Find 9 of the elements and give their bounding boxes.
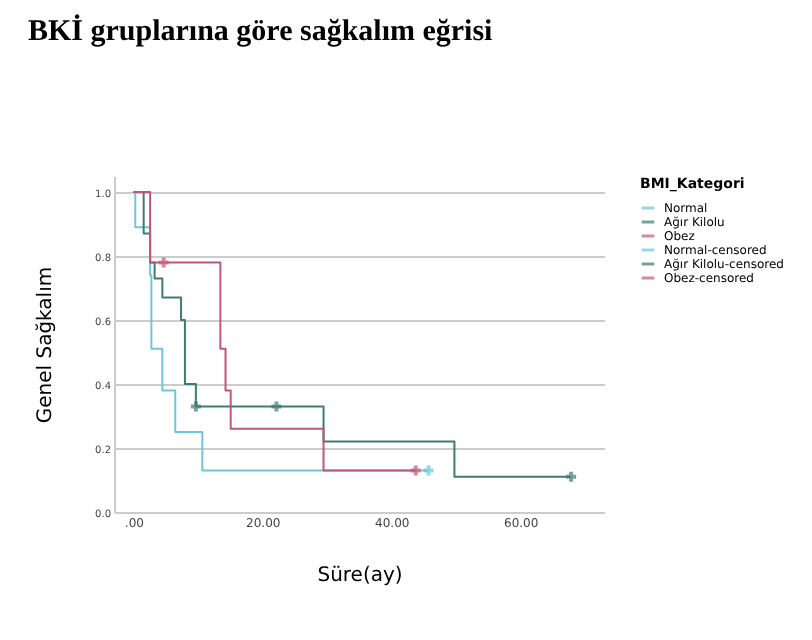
point <box>410 465 421 476</box>
point <box>566 471 577 482</box>
point <box>190 401 201 412</box>
point <box>423 465 434 476</box>
point <box>271 401 282 412</box>
point <box>158 257 169 268</box>
y-axis-title: Genel Sağkalım <box>35 266 58 424</box>
x-axis-title: Süre(ay) <box>317 565 403 587</box>
chart-title: BKİ gruplarına göre sağkalım eğrisi <box>26 12 495 52</box>
